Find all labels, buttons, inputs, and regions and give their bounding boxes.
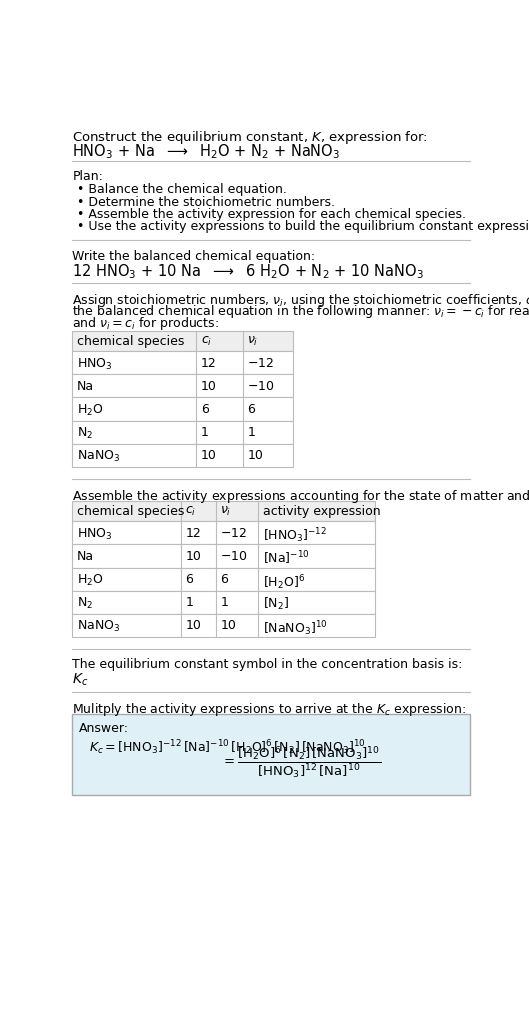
Text: 6: 6: [201, 403, 209, 416]
Text: 6: 6: [186, 573, 194, 586]
Text: $\mathrm{H_2O}$: $\mathrm{H_2O}$: [77, 573, 104, 588]
Bar: [72, 714, 470, 794]
Text: • Assemble the activity expression for each chemical species.: • Assemble the activity expression for e…: [77, 208, 466, 221]
Text: chemical species: chemical species: [77, 505, 184, 519]
Text: • Determine the stoichiometric numbers.: • Determine the stoichiometric numbers.: [77, 196, 335, 208]
Bar: [72, 522, 375, 544]
Bar: [72, 544, 375, 568]
Text: $[\mathrm{HNO_3}]^{-12}$: $[\mathrm{HNO_3}]^{-12}$: [263, 527, 327, 545]
Bar: [72, 568, 375, 591]
Bar: [72, 351, 293, 375]
Text: 6: 6: [221, 573, 228, 586]
Bar: [72, 591, 375, 614]
Text: activity expression: activity expression: [263, 505, 380, 519]
Text: $-12$: $-12$: [221, 527, 248, 540]
Text: Answer:: Answer:: [78, 722, 129, 734]
Text: $-10$: $-10$: [221, 550, 248, 563]
Text: $c_i$: $c_i$: [201, 335, 212, 348]
Text: 10: 10: [186, 619, 202, 632]
Text: $\mathrm{H_2O}$: $\mathrm{H_2O}$: [77, 403, 104, 418]
Text: $c_i$: $c_i$: [186, 505, 197, 519]
Text: $\nu_i$: $\nu_i$: [248, 335, 259, 348]
Bar: [72, 421, 293, 443]
Text: 1: 1: [201, 426, 209, 439]
Text: $\nu_i$: $\nu_i$: [221, 505, 232, 519]
Text: Na: Na: [77, 550, 94, 563]
Text: $-12$: $-12$: [248, 356, 275, 370]
Text: $\mathrm{NaNO_3}$: $\mathrm{NaNO_3}$: [77, 449, 120, 465]
Text: Plan:: Plan:: [72, 171, 103, 183]
Text: $\mathrm{NaNO_3}$: $\mathrm{NaNO_3}$: [77, 619, 120, 634]
Text: $-10$: $-10$: [248, 380, 275, 393]
Bar: [72, 443, 293, 467]
Text: 10: 10: [221, 619, 236, 632]
Text: • Balance the chemical equation.: • Balance the chemical equation.: [77, 184, 287, 196]
Text: $K_c$: $K_c$: [72, 672, 89, 688]
Text: 12 $\mathrm{HNO_3}$ + 10 Na  $\longrightarrow$  6 $\mathrm{H_2O}$ + $\mathrm{N_2: 12 $\mathrm{HNO_3}$ + 10 Na $\longrighta…: [72, 262, 424, 282]
Text: $\mathrm{HNO_3}$: $\mathrm{HNO_3}$: [77, 527, 113, 542]
Text: 12: 12: [186, 527, 201, 540]
Text: 1: 1: [248, 426, 256, 439]
Text: 1: 1: [221, 596, 228, 610]
Text: The equilibrium constant symbol in the concentration basis is:: The equilibrium constant symbol in the c…: [72, 659, 463, 672]
Text: $\mathrm{HNO_3}$: $\mathrm{HNO_3}$: [77, 356, 113, 372]
Text: the balanced chemical equation in the following manner: $\nu_i = -c_i$ for react: the balanced chemical equation in the fo…: [72, 303, 529, 321]
Text: Na: Na: [77, 380, 94, 393]
Text: 10: 10: [201, 449, 217, 461]
Text: $\mathrm{N_2}$: $\mathrm{N_2}$: [77, 426, 93, 441]
Bar: [72, 614, 375, 637]
Text: $[\mathrm{N_2}]$: $[\mathrm{N_2}]$: [263, 596, 289, 613]
Text: 10: 10: [248, 449, 263, 461]
Bar: [72, 331, 293, 351]
Text: $[\mathrm{H_2O}]^{6}$: $[\mathrm{H_2O}]^{6}$: [263, 573, 305, 592]
Text: and $\nu_i = c_i$ for products:: and $\nu_i = c_i$ for products:: [72, 315, 220, 332]
Bar: [72, 375, 293, 397]
Text: 12: 12: [201, 356, 217, 370]
Text: Construct the equilibrium constant, $K$, expression for:: Construct the equilibrium constant, $K$,…: [72, 129, 428, 146]
Text: Assemble the activity expressions accounting for the state of matter and $\nu_i$: Assemble the activity expressions accoun…: [72, 488, 529, 505]
Text: 6: 6: [248, 403, 256, 416]
Text: $K_c = [\mathrm{HNO_3}]^{-12}\,[\mathrm{Na}]^{-10}\,[\mathrm{H_2O}]^{6}\,[\mathr: $K_c = [\mathrm{HNO_3}]^{-12}\,[\mathrm{…: [89, 738, 366, 758]
Text: $\mathrm{N_2}$: $\mathrm{N_2}$: [77, 596, 93, 612]
Text: $\mathrm{HNO_3}$ + Na  $\longrightarrow$  $\mathrm{H_2O}$ + $\mathrm{N_2}$ + $\m: $\mathrm{HNO_3}$ + Na $\longrightarrow$ …: [72, 143, 341, 161]
Text: 10: 10: [201, 380, 217, 393]
Text: Write the balanced chemical equation:: Write the balanced chemical equation:: [72, 249, 315, 262]
Text: $= \dfrac{[\mathrm{H_2O}]^{6}\,[\mathrm{N_2}]\,[\mathrm{NaNO_3}]^{10}}{[\mathrm{: $= \dfrac{[\mathrm{H_2O}]^{6}\,[\mathrm{…: [221, 744, 381, 781]
Bar: [72, 501, 375, 522]
Text: $[\mathrm{NaNO_3}]^{10}$: $[\mathrm{NaNO_3}]^{10}$: [263, 619, 327, 638]
Text: • Use the activity expressions to build the equilibrium constant expression.: • Use the activity expressions to build …: [77, 221, 529, 234]
Bar: [72, 397, 293, 421]
Text: 10: 10: [186, 550, 202, 563]
Text: Mulitply the activity expressions to arrive at the $K_c$ expression:: Mulitply the activity expressions to arr…: [72, 700, 467, 718]
Text: $[\mathrm{Na}]^{-10}$: $[\mathrm{Na}]^{-10}$: [263, 550, 310, 568]
Text: chemical species: chemical species: [77, 335, 184, 348]
Text: 1: 1: [186, 596, 194, 610]
Text: Assign stoichiometric numbers, $\nu_i$, using the stoichiometric coefficients, $: Assign stoichiometric numbers, $\nu_i$, …: [72, 292, 529, 309]
